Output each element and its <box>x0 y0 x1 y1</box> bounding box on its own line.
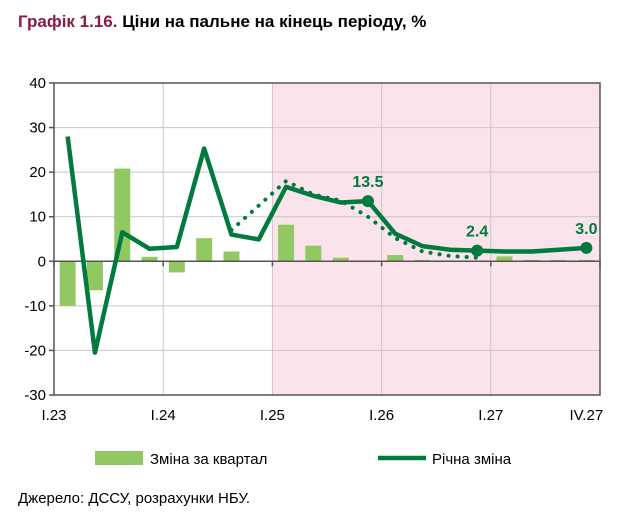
chart-title: Графік 1.16. Ціни на пальне на кінець пе… <box>18 12 426 32</box>
point-marker-IV.26 <box>471 244 484 257</box>
data-label: 3.0 <box>575 221 597 238</box>
legend-swatch-bar <box>95 451 143 465</box>
bar-I.24 <box>168 261 185 273</box>
bar-III.25 <box>332 257 349 262</box>
legend-label-bar: Зміна за квартал <box>150 451 267 468</box>
x-tick-label: I.27 <box>478 407 503 424</box>
plot-frame <box>53 82 601 396</box>
chart-number: Графік 1.16. <box>18 12 118 31</box>
x-tick-label: I.24 <box>151 407 176 424</box>
x-tick-label: I.25 <box>260 407 285 424</box>
y-tick-label: 0 <box>38 253 46 270</box>
point-marker-IV.25 <box>361 195 374 208</box>
y-tick-label: 40 <box>29 75 46 92</box>
y-tick-label: 30 <box>29 120 46 137</box>
bar-II.23 <box>86 261 103 291</box>
bar-I.25 <box>278 224 295 262</box>
y-tick-label: -20 <box>24 342 46 359</box>
bar-III.23 <box>114 168 131 262</box>
bar-I.26 <box>387 255 404 262</box>
bar-II.25 <box>305 245 322 262</box>
bar-I.27 <box>496 256 513 262</box>
x-tick-label: I.23 <box>41 407 66 424</box>
data-label: 13.5 <box>352 174 383 191</box>
y-tick-label: 20 <box>29 164 46 181</box>
y-tick-label: -30 <box>24 387 46 404</box>
x-tick-label: I.26 <box>369 407 394 424</box>
forecast-shading <box>272 83 600 395</box>
data-label: 2.4 <box>466 224 488 241</box>
bar-I.23 <box>59 261 76 306</box>
annual-change-line <box>65 136 587 355</box>
bar-II.24 <box>196 238 213 262</box>
point-marker-IV.27 <box>580 241 593 254</box>
x-tick-label: IV.27 <box>570 407 604 424</box>
bar-III.24 <box>223 251 240 262</box>
source-note: Джерело: ДССУ, розрахунки НБУ. <box>18 490 251 507</box>
y-tick-label: 10 <box>29 209 46 226</box>
bar-IV.23 <box>141 256 158 262</box>
legend-label-line: Річна зміна <box>432 451 512 468</box>
y-tick-label: -10 <box>24 298 46 315</box>
dotted-line <box>229 178 480 260</box>
chart-title-text: Ціни на пальне на кінець періоду, % <box>122 12 427 31</box>
